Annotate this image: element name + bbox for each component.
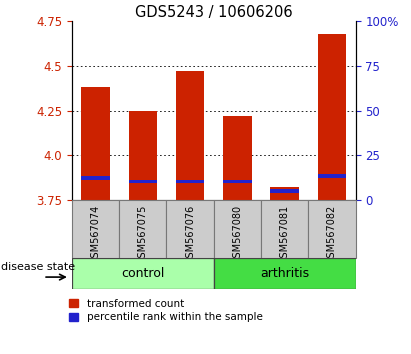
Bar bbox=[223, 180, 252, 183]
Bar bbox=[129, 110, 157, 200]
Bar bbox=[81, 176, 110, 180]
Text: GSM567075: GSM567075 bbox=[138, 205, 148, 264]
Text: GSM567080: GSM567080 bbox=[232, 205, 242, 264]
Bar bbox=[176, 179, 204, 183]
Text: GSM567074: GSM567074 bbox=[90, 205, 101, 264]
Text: GSM567082: GSM567082 bbox=[327, 205, 337, 264]
Bar bbox=[214, 200, 261, 258]
Text: control: control bbox=[121, 267, 164, 280]
Bar bbox=[176, 71, 204, 200]
Text: GSM567081: GSM567081 bbox=[279, 205, 290, 264]
Bar bbox=[270, 189, 299, 193]
Bar bbox=[129, 180, 157, 183]
Bar bbox=[261, 200, 308, 258]
Bar bbox=[318, 34, 346, 200]
Bar bbox=[72, 258, 214, 289]
Bar bbox=[270, 188, 299, 200]
Bar bbox=[223, 116, 252, 200]
Bar bbox=[81, 87, 110, 200]
Bar bbox=[214, 258, 356, 289]
Bar bbox=[72, 200, 119, 258]
Title: GDS5243 / 10606206: GDS5243 / 10606206 bbox=[135, 5, 293, 20]
Bar bbox=[318, 174, 346, 178]
Bar bbox=[166, 200, 214, 258]
Text: arthritis: arthritis bbox=[260, 267, 309, 280]
Bar bbox=[308, 200, 356, 258]
Text: GSM567076: GSM567076 bbox=[185, 205, 195, 264]
Legend: transformed count, percentile rank within the sample: transformed count, percentile rank withi… bbox=[69, 299, 263, 322]
Text: disease state: disease state bbox=[2, 262, 76, 272]
Bar bbox=[119, 200, 166, 258]
